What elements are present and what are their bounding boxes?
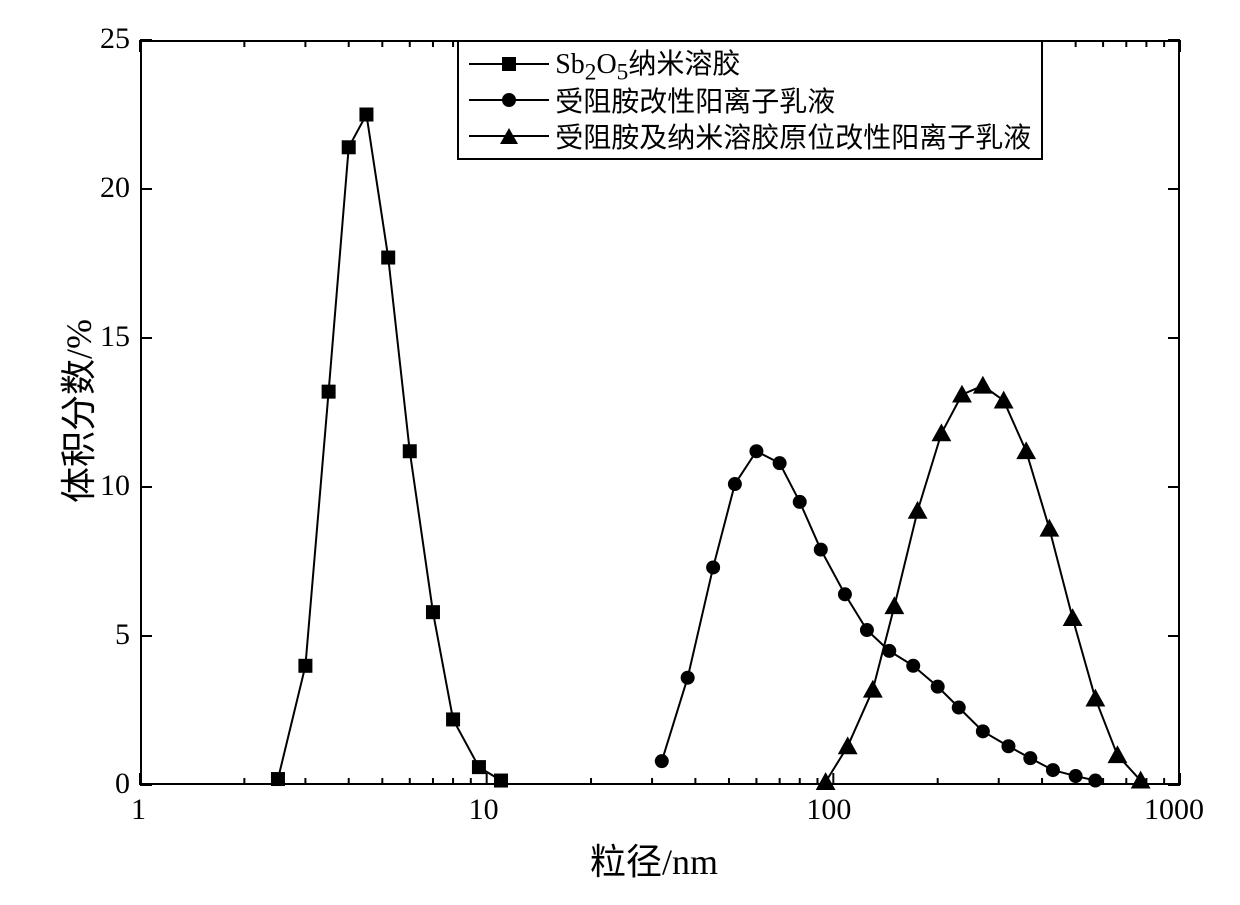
data-marker xyxy=(446,712,460,726)
legend-label: 受阻胺及纳米溶胶原位改性阳离子乳液 xyxy=(555,116,1031,156)
legend-entry: Sb2O5纳米溶胶 xyxy=(469,46,1031,82)
data-marker xyxy=(1023,751,1037,765)
data-marker xyxy=(381,251,395,265)
series-line xyxy=(826,386,1141,782)
data-marker xyxy=(298,659,312,673)
data-marker xyxy=(403,444,417,458)
data-marker xyxy=(322,385,336,399)
series-line xyxy=(662,451,1096,780)
y-tick-label: 10 xyxy=(100,469,130,503)
data-marker xyxy=(863,680,883,698)
data-marker xyxy=(952,385,972,403)
data-marker xyxy=(706,560,720,574)
y-tick-label: 5 xyxy=(115,618,130,652)
data-marker xyxy=(884,596,904,614)
data-marker xyxy=(359,108,373,122)
legend-entry: 受阻胺改性阳离子乳液 xyxy=(469,82,1031,118)
data-marker xyxy=(1088,774,1102,788)
data-marker xyxy=(655,754,669,768)
y-axis-label: 体积分数/% xyxy=(50,319,102,503)
square-marker-icon xyxy=(502,57,516,71)
triangle-marker-icon xyxy=(500,128,518,144)
data-marker xyxy=(973,376,993,394)
chart-legend: Sb2O5纳米溶胶受阻胺改性阳离子乳液受阻胺及纳米溶胶原位改性阳离子乳液 xyxy=(457,40,1043,160)
data-marker xyxy=(681,671,695,685)
data-marker xyxy=(1069,769,1083,783)
data-marker xyxy=(906,659,920,673)
y-tick-label: 0 xyxy=(115,767,130,801)
data-marker xyxy=(1001,739,1015,753)
data-marker xyxy=(1039,519,1059,537)
data-marker xyxy=(994,391,1014,409)
data-marker xyxy=(1063,608,1083,626)
data-marker xyxy=(1085,689,1105,707)
data-marker xyxy=(773,456,787,470)
x-tick-label: 1 xyxy=(131,793,146,827)
data-marker xyxy=(814,543,828,557)
x-tick-label: 100 xyxy=(806,793,851,827)
data-marker xyxy=(1046,763,1060,777)
y-tick-label: 20 xyxy=(100,171,130,205)
x-tick-label: 1000 xyxy=(1144,793,1204,827)
data-marker xyxy=(1108,745,1128,763)
data-marker xyxy=(838,587,852,601)
data-marker xyxy=(472,760,486,774)
data-marker xyxy=(976,724,990,738)
y-tick-label: 15 xyxy=(100,320,130,354)
circle-marker-icon xyxy=(502,93,516,107)
data-marker xyxy=(494,774,508,788)
y-tick-label: 25 xyxy=(100,22,130,56)
data-marker xyxy=(908,501,928,519)
legend-label: 受阻胺改性阳离子乳液 xyxy=(555,80,835,120)
data-marker xyxy=(1016,441,1036,459)
data-marker xyxy=(838,736,858,754)
data-marker xyxy=(749,444,763,458)
data-marker xyxy=(860,623,874,637)
data-marker xyxy=(271,772,285,786)
x-tick-label: 10 xyxy=(469,793,499,827)
x-axis-label: 粒径/nm xyxy=(590,833,718,885)
data-marker xyxy=(728,477,742,491)
data-marker xyxy=(426,605,440,619)
data-marker xyxy=(952,701,966,715)
data-marker xyxy=(931,423,951,441)
data-marker xyxy=(793,495,807,509)
data-marker xyxy=(931,680,945,694)
legend-entry: 受阻胺及纳米溶胶原位改性阳离子乳液 xyxy=(469,118,1031,154)
series-line xyxy=(278,115,501,781)
data-marker xyxy=(342,140,356,154)
